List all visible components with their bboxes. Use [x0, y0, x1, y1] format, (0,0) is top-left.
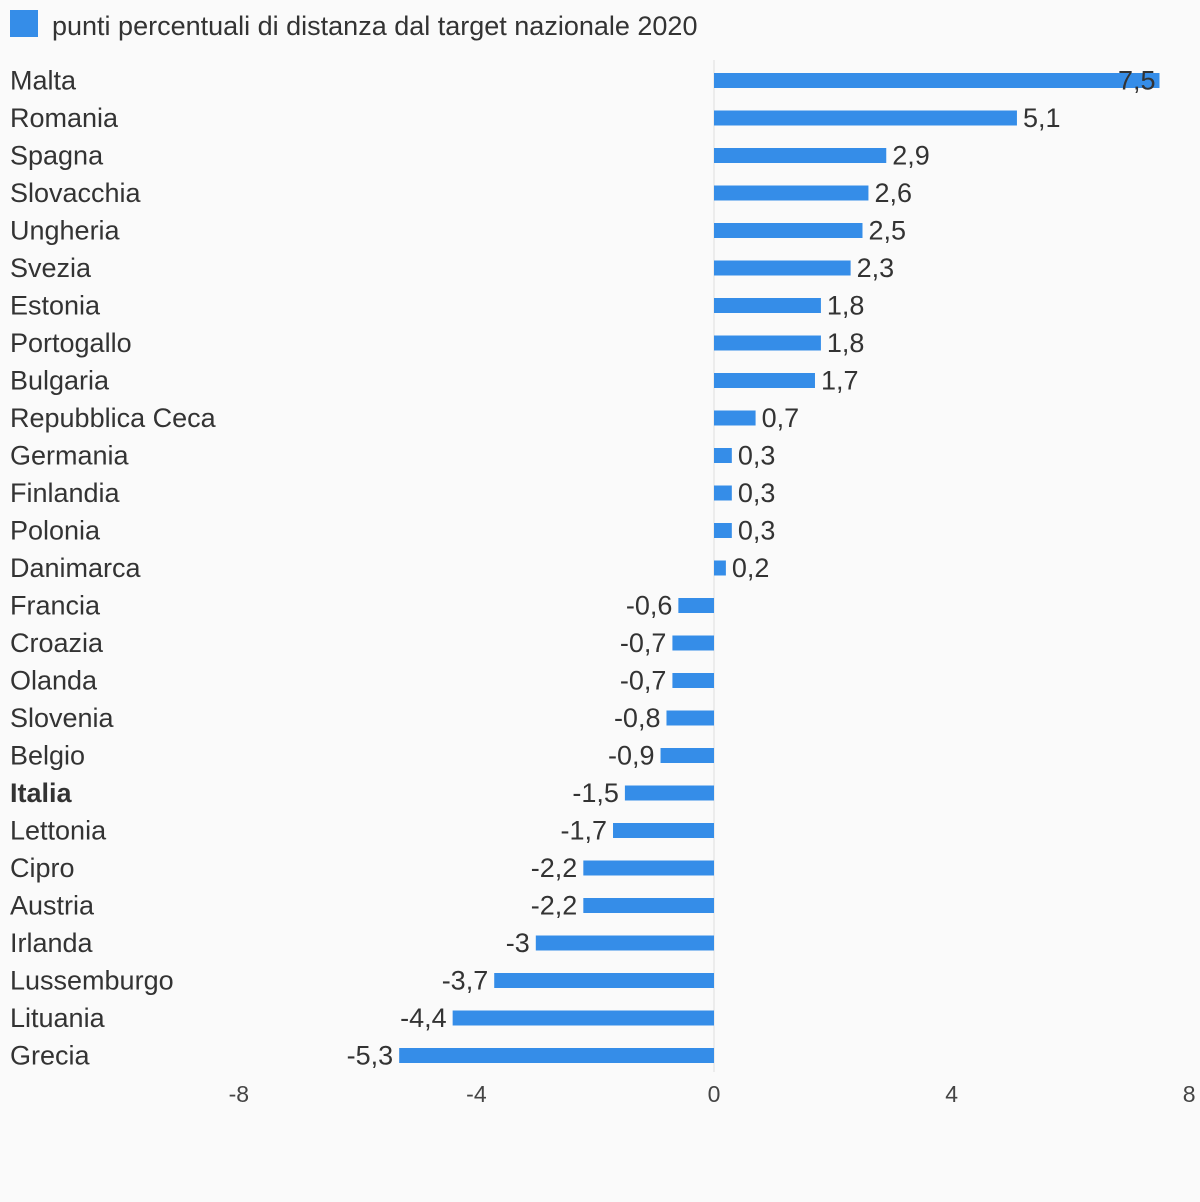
bars-group: [399, 73, 1160, 1063]
legend-label: punti percentuali di distanza dal target…: [52, 11, 697, 41]
category-label: Grecia: [10, 1041, 91, 1071]
value-label: 0,2: [732, 553, 770, 583]
value-label: 7,5: [1118, 66, 1156, 96]
value-label: -0,7: [620, 628, 667, 658]
category-label: Lussemburgo: [10, 966, 174, 996]
bar: [714, 373, 815, 388]
value-label: 2,6: [874, 178, 912, 208]
category-label: Slovacchia: [10, 178, 142, 208]
category-label: Francia: [10, 591, 101, 621]
x-tick-label: -4: [466, 1081, 487, 1107]
bar: [678, 598, 714, 613]
value-label: 2,3: [857, 253, 895, 283]
category-label: Malta: [10, 66, 77, 96]
value-label: -0,9: [608, 741, 655, 771]
category-label: Finlandia: [10, 478, 121, 508]
category-label: Austria: [10, 891, 95, 921]
x-tick-label: 8: [1183, 1081, 1196, 1107]
category-label: Slovenia: [10, 703, 115, 733]
bar: [714, 410, 756, 426]
category-label: Lettonia: [10, 816, 107, 846]
x-tick-label: -8: [229, 1081, 249, 1107]
value-label: -0,8: [614, 703, 661, 733]
legend: punti percentuali di distanza dal target…: [10, 10, 697, 41]
value-label: 0,3: [738, 478, 776, 508]
category-label: Polonia: [10, 516, 101, 546]
bar: [714, 185, 869, 201]
value-label: 1,8: [827, 328, 865, 358]
value-labels-group: 7,5 5,1 2,9 2,6 2,5 2,3 1,8 1,8 1,7 0,7 0,3 0,3 0,3 0…: [347, 66, 1156, 1071]
x-tick-label: 0: [708, 1081, 721, 1107]
category-label: Lituania: [10, 1003, 106, 1033]
category-label: Germania: [10, 441, 130, 471]
bar: [714, 110, 1017, 126]
bar: [399, 1048, 714, 1063]
bar: [613, 823, 714, 838]
category-label: Italia: [10, 778, 73, 808]
bar: [714, 298, 821, 313]
bar: [714, 260, 851, 276]
value-label: -0,7: [620, 666, 667, 696]
category-label: Estonia: [10, 291, 101, 321]
value-label: -2,2: [531, 853, 578, 883]
category-label: Olanda: [10, 666, 98, 696]
category-label: Croazia: [10, 628, 104, 658]
bar: [714, 335, 821, 351]
value-label: 0,7: [762, 403, 800, 433]
bar: [714, 148, 887, 163]
value-label: 2,5: [869, 216, 907, 246]
value-label: -3,7: [442, 966, 489, 996]
category-label: Cipro: [10, 853, 75, 883]
value-label: 1,8: [827, 291, 865, 321]
bar: [672, 635, 714, 651]
legend-swatch: [10, 10, 38, 37]
bar: [714, 523, 732, 538]
category-label: Belgio: [10, 741, 85, 771]
bar: [452, 1010, 714, 1026]
category-label: Irlanda: [10, 928, 94, 958]
x-axis-ticks-group: -8 -4 0 4 8: [229, 1081, 1196, 1107]
bar: [535, 935, 714, 951]
category-label: Repubblica Ceca: [10, 403, 217, 433]
bar: [672, 673, 714, 688]
bar: [714, 73, 1160, 88]
category-label: Svezia: [10, 253, 92, 283]
bar: [583, 898, 714, 913]
bar: [494, 973, 714, 988]
bar: [660, 748, 714, 763]
value-label: 5,1: [1023, 103, 1061, 133]
bar: [624, 785, 714, 801]
category-label: Romania: [10, 103, 119, 133]
value-label: -5,3: [347, 1041, 394, 1071]
category-label: Spagna: [10, 141, 104, 171]
bar: [714, 448, 732, 463]
value-label: -1,5: [572, 778, 619, 808]
value-label: 0,3: [738, 516, 776, 546]
x-tick-label: 4: [945, 1081, 958, 1107]
category-label: Ungheria: [10, 216, 121, 246]
category-label: Bulgaria: [10, 366, 110, 396]
value-label: -2,2: [531, 891, 578, 921]
value-label: -1,7: [560, 816, 607, 846]
value-label: -4,4: [400, 1003, 447, 1033]
category-label: Danimarca: [10, 553, 142, 583]
value-label: 2,9: [892, 141, 930, 171]
bar: [583, 860, 714, 876]
category-labels-group: Malta Romania Spagna Slovacchia Ungheria Svez…: [10, 66, 217, 1071]
value-label: -3: [506, 928, 530, 958]
category-label: Portogallo: [10, 328, 132, 358]
value-label: 0,3: [738, 441, 776, 471]
bar: [714, 223, 863, 238]
value-label: 1,7: [821, 366, 859, 396]
bar: [714, 485, 732, 501]
bar: [714, 560, 726, 576]
value-label: -0,6: [626, 591, 673, 621]
bar: [666, 710, 714, 726]
